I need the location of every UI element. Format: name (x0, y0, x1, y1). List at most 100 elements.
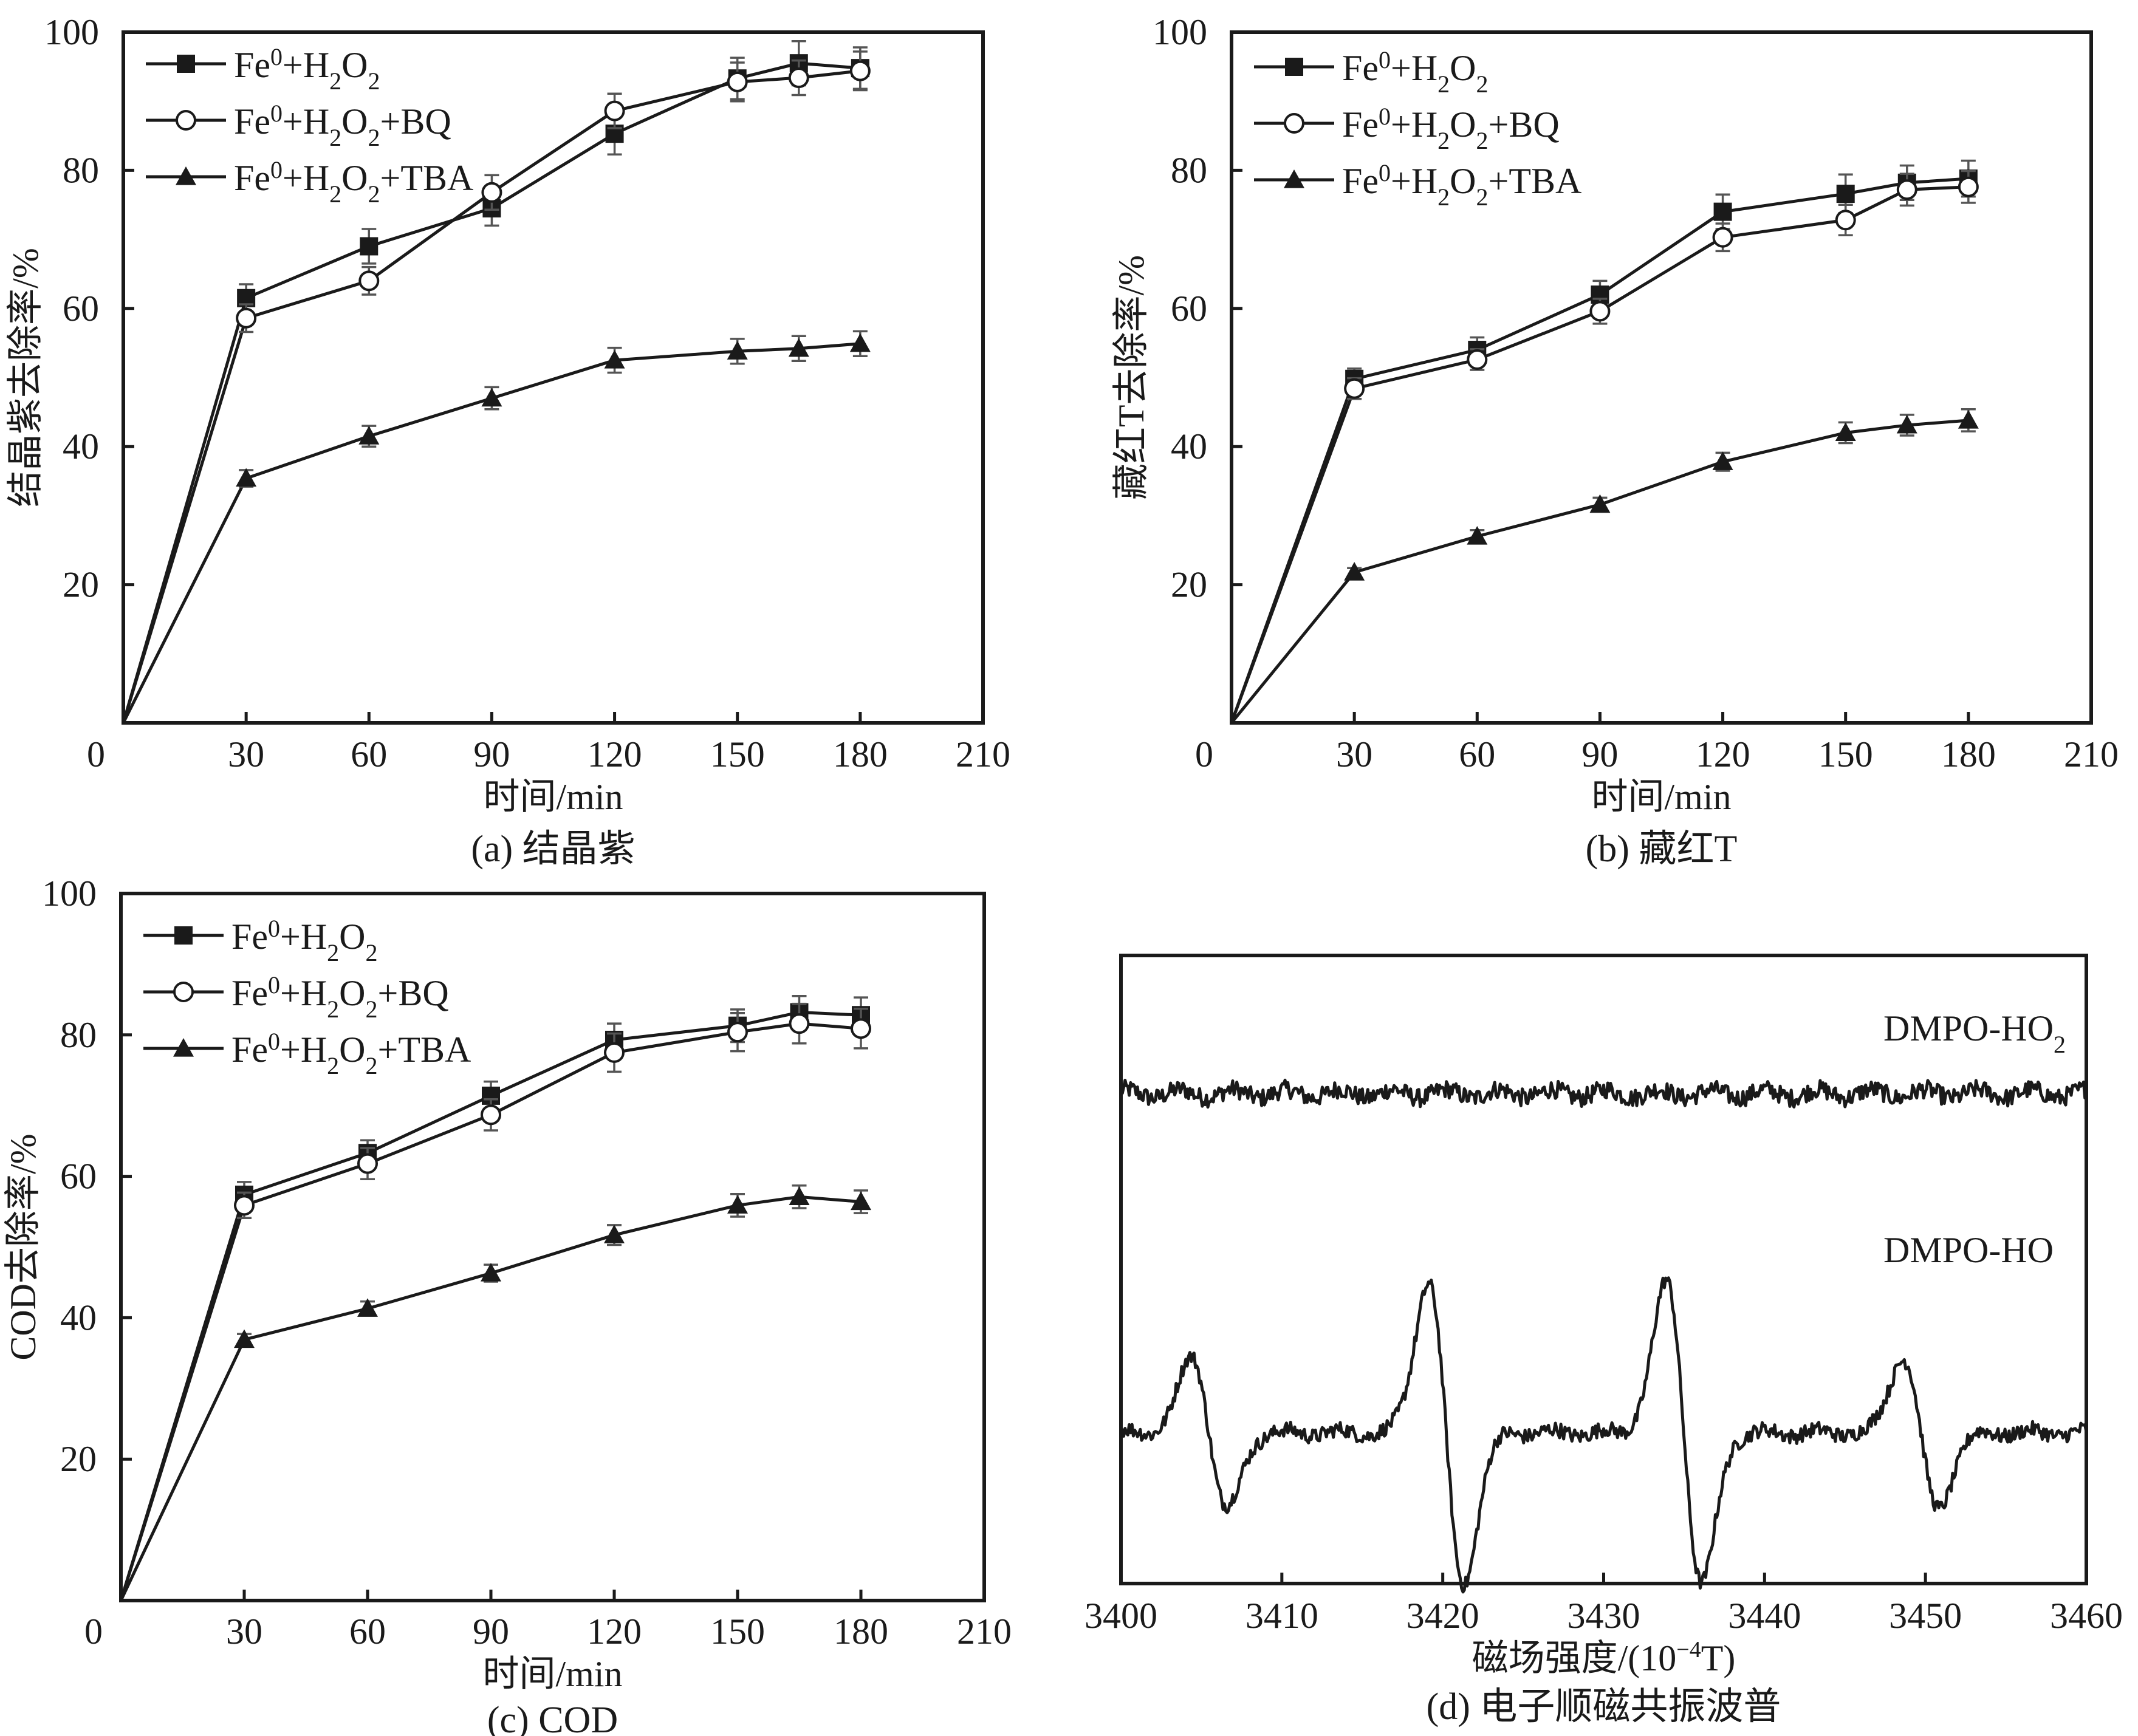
label-part: Fe (234, 45, 270, 85)
legend-item: Fe0+H2O2+TBA (146, 156, 473, 208)
data-point (727, 1195, 748, 1214)
subscript: 2 (329, 67, 341, 95)
data-point (1958, 409, 1979, 429)
y-tick-label: 60 (63, 289, 99, 329)
legend-label: Fe0+H2O2+BQ (234, 100, 451, 151)
label-part: Fe (231, 1030, 268, 1070)
x-tick-label: 90 (1581, 734, 1618, 774)
x-axis-title: 时间/min (1591, 777, 1731, 817)
subscript: 2 (1476, 127, 1489, 154)
data-point (727, 71, 748, 92)
subscript: 2 (327, 1052, 339, 1079)
y-tick-label: 40 (63, 426, 99, 466)
label-part: DMPO-HO (1883, 1008, 2054, 1048)
x-tick-label: 30 (228, 734, 264, 774)
x-tick-label: 210 (957, 1611, 1012, 1652)
x-tick-label: 0 (84, 1611, 103, 1652)
x-tick-label: 150 (710, 1611, 765, 1652)
data-point (236, 307, 257, 329)
superscript: 0 (270, 156, 283, 183)
data-point (849, 333, 871, 352)
y-tick-label: 40 (1171, 426, 1207, 466)
x-tick-label: 120 (588, 734, 642, 774)
legend-item: Fe0+H2O2+TBA (1254, 159, 1581, 211)
subscript: 2 (329, 180, 341, 208)
panel-c: 0 30 60 90 120 150 180 21020406080100时间/minCOD去… (3, 873, 1012, 1736)
panel-b: 0 30 60 90 120 150 180 21020406080100时间/min藏红T去… (1111, 12, 2119, 870)
data-point (1467, 526, 1488, 545)
legend-label: Fe0+H2O2+BQ (231, 971, 449, 1023)
label-part: +H (283, 101, 329, 142)
y-axis-title: 结晶紫去除率/% (5, 248, 46, 507)
superscript: −4 (1676, 1637, 1701, 1663)
plot-frame (1230, 30, 2093, 725)
legend-marker (177, 55, 195, 73)
legend-marker (174, 926, 193, 945)
series-line (119, 1195, 862, 1602)
superscript: 0 (270, 100, 283, 127)
x-tick-label: 210 (2064, 734, 2119, 774)
panel-d: 3400 3410 3420 3430 3440 3450 3460 磁场强度/(10−4T)… (1084, 954, 2123, 1727)
legend-label: Fe0+H2O2+TBA (1342, 159, 1581, 211)
label-part: O (339, 917, 365, 957)
subscript: 2 (1437, 127, 1450, 154)
subscript: 2 (1476, 183, 1489, 211)
label-part: Fe (1342, 48, 1379, 88)
y-tick-label: 60 (60, 1157, 97, 1197)
subscript: 2 (368, 124, 380, 151)
data-point (357, 1153, 378, 1174)
data-point (358, 270, 380, 292)
legend-item: Fe0+H2O2+TBA (143, 1028, 471, 1079)
y-tick-label: 40 (60, 1297, 97, 1338)
x-tick-label: 3420 (1406, 1596, 1479, 1636)
data-point (1589, 301, 1611, 322)
label-part: Fe (231, 973, 268, 1013)
panel-caption: (d) 电子顺磁共振波普 (1427, 1686, 1781, 1727)
series-line (119, 1011, 862, 1601)
x-axis-title: 时间/min (482, 1654, 622, 1694)
legend-marker (176, 166, 196, 185)
data-point (1835, 210, 1856, 231)
label-part: O (1450, 104, 1476, 145)
label-part: +TBA (378, 1030, 471, 1070)
data-point (727, 1022, 748, 1043)
legend-marker (1285, 58, 1303, 76)
data-point (789, 1186, 810, 1205)
y-tick-label: 100 (42, 873, 97, 914)
data-point (851, 1018, 871, 1039)
label-part: +H (283, 158, 329, 198)
data-point (236, 468, 257, 487)
legend-marker (176, 110, 196, 131)
plot-frame (122, 30, 985, 725)
label-part: Fe (1342, 104, 1379, 145)
label-part: +BQ (378, 973, 449, 1013)
panel-caption: (c) COD (487, 1700, 618, 1736)
series-line (1230, 185, 1968, 723)
x-tick-label: 3430 (1568, 1596, 1640, 1636)
superscript: 0 (268, 915, 280, 942)
data-point (1712, 227, 1733, 248)
data-point (481, 388, 502, 407)
series-circle-open (119, 1002, 871, 1601)
data-point (1467, 349, 1488, 370)
superscript: 0 (1379, 103, 1391, 130)
x-tick-label: 3440 (1728, 1596, 1801, 1636)
series-triangle-filled (1230, 408, 1979, 724)
label-part: +TBA (380, 158, 474, 198)
x-tick-label: 3410 (1245, 1596, 1318, 1636)
y-axis-title: 藏红T去除率/% (1111, 255, 1151, 500)
x-tick-label: 180 (833, 734, 888, 774)
x-tick-label: 3450 (1889, 1596, 1962, 1636)
label-part: O (1450, 48, 1476, 88)
superscript: 0 (1379, 46, 1391, 73)
x-tick-label: 90 (473, 1611, 509, 1652)
x-tick-label: 210 (956, 734, 1010, 774)
x-tick-label: 30 (226, 1611, 262, 1652)
superscript: 0 (268, 1028, 280, 1055)
subscript: 2 (368, 180, 380, 208)
y-tick-label: 100 (44, 12, 99, 52)
subscript: 2 (2054, 1031, 2066, 1058)
series-line (122, 342, 861, 724)
series-line (122, 61, 861, 723)
